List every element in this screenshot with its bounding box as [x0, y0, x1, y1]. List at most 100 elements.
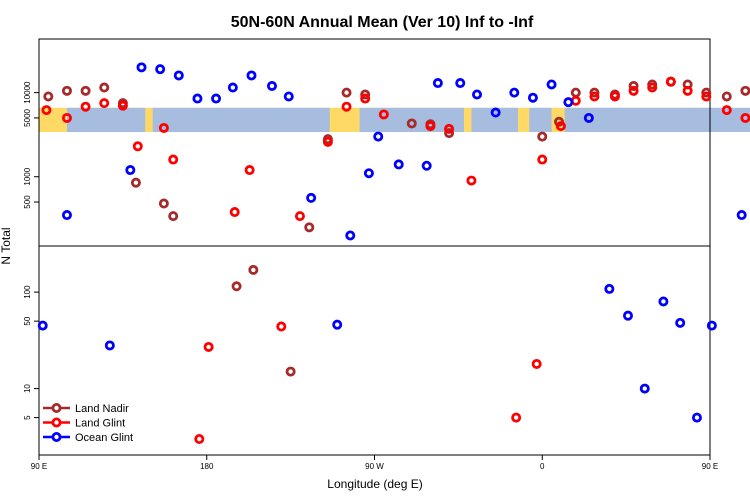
y-tick-label: 1000	[23, 167, 32, 185]
land-glint-point	[244, 165, 255, 176]
land-glint-point	[466, 175, 477, 186]
land-nadir-point	[248, 264, 259, 275]
land-nadir-point	[231, 281, 242, 292]
chart-title: 50N-60N Annual Mean (Ver 10) Inf to -Inf	[231, 14, 534, 31]
land-ocean-band	[39, 107, 750, 133]
y-tick-label: 5	[23, 415, 32, 420]
ocean-glint-point	[527, 92, 538, 103]
ocean-glint-point	[246, 70, 257, 81]
land-nadir-point	[43, 91, 54, 102]
ocean-glint-point	[706, 320, 717, 331]
land-glint-point	[61, 112, 72, 123]
land-glint-point	[555, 121, 566, 132]
ocean-glint-point	[736, 210, 747, 221]
land-glint-point	[425, 121, 436, 132]
ocean-glint-point	[125, 165, 136, 176]
land-glint-point	[168, 154, 179, 165]
ocean-segment	[564, 107, 750, 133]
ocean-glint-point	[490, 107, 501, 118]
land-glint-point	[721, 105, 732, 116]
ocean-glint-point	[393, 159, 404, 170]
land-glint-point	[740, 112, 750, 123]
x-tick-label: 180	[200, 462, 214, 471]
ocean-segment	[152, 107, 330, 133]
y-tick-label: 5000	[23, 108, 32, 126]
land-glint-point	[537, 154, 548, 165]
data-points	[37, 62, 750, 445]
ocean-glint-point	[546, 79, 557, 90]
ocean-glint-point	[622, 310, 633, 321]
land-glint-point	[41, 105, 52, 116]
x-tick-label: 0	[540, 462, 545, 471]
land-nadir-point	[570, 87, 581, 98]
land-glint-point	[570, 95, 581, 106]
legend-label-ocean-glint: Ocean Glint	[75, 432, 133, 444]
ocean-glint-point	[363, 168, 374, 179]
land-nadir-point	[168, 211, 179, 222]
ocean-glint-point	[421, 160, 432, 171]
x-tick-label: 90 E	[31, 462, 47, 471]
ocean-glint-point	[455, 78, 466, 89]
ocean-segment	[66, 107, 146, 133]
land-nadir-point	[360, 89, 371, 100]
ocean-glint-point	[104, 340, 115, 351]
ocean-glint-point	[192, 93, 203, 104]
y-tick-label: 100	[23, 285, 32, 299]
land-glint-point	[628, 85, 639, 96]
legend-marker-land-glint	[51, 417, 62, 428]
plot-border	[38, 38, 711, 456]
ocean-glint-point	[345, 230, 356, 241]
x-axis-label: Longitude (deg E)	[327, 477, 422, 491]
land-nadir-point	[537, 131, 548, 142]
land-glint-point	[444, 123, 455, 134]
ocean-glint-point	[639, 383, 650, 394]
land-nadir-point	[628, 80, 639, 91]
land-nadir-point	[721, 91, 732, 102]
ocean-glint-point	[658, 296, 669, 307]
plot-frame	[38, 38, 711, 456]
ocean-glint-point	[61, 210, 72, 221]
ocean-glint-point	[563, 97, 574, 108]
ocean-segment	[471, 107, 519, 133]
land-glint-point	[132, 141, 143, 152]
ocean-glint-point	[37, 320, 48, 331]
y-axis-label: N Total	[0, 227, 13, 264]
y-axis: 500 1000 5000 10000 5 10 50 100	[23, 81, 39, 420]
ocean-glint-point	[432, 78, 443, 89]
ocean-glint-point	[332, 319, 343, 330]
land-glint-point	[322, 136, 333, 147]
ocean-glint-point	[173, 70, 184, 81]
land-nadir-point	[158, 198, 169, 209]
ocean-glint-point	[691, 412, 702, 423]
land-glint-point	[511, 412, 522, 423]
land-nadir-point	[740, 85, 750, 96]
ocean-segment	[529, 107, 552, 133]
land-nadir-point	[304, 222, 315, 233]
ocean-glint-point	[227, 82, 238, 93]
land-glint-point	[294, 211, 305, 222]
x-tick-label: 90 W	[365, 462, 384, 471]
land-nadir-point	[589, 87, 600, 98]
x-axis: 90 E 180 90 W 0 90 E	[31, 455, 718, 471]
land-nadir-point	[444, 128, 455, 139]
legend-label-land-nadir: Land Nadir	[75, 403, 129, 415]
land-glint-point	[341, 101, 352, 112]
land-glint-point	[609, 91, 620, 102]
y-tick-label: 50	[23, 316, 32, 325]
land-glint-point	[99, 98, 110, 109]
ocean-glint-point	[136, 62, 147, 73]
ocean-glint-point	[266, 80, 277, 91]
land-glint-point	[229, 207, 240, 218]
land-nadir-point	[99, 82, 110, 93]
land-glint-point	[378, 109, 389, 120]
land-nadir-point	[285, 366, 296, 377]
ocean-glint-point	[604, 283, 615, 294]
ocean-glint-point	[472, 89, 483, 100]
land-glint-point	[203, 341, 214, 352]
land-glint-point	[682, 85, 693, 96]
land-nadir-point	[61, 85, 72, 96]
land-glint-point	[276, 321, 287, 332]
land-nadir-point	[701, 87, 712, 98]
land-nadir-point	[130, 177, 141, 188]
